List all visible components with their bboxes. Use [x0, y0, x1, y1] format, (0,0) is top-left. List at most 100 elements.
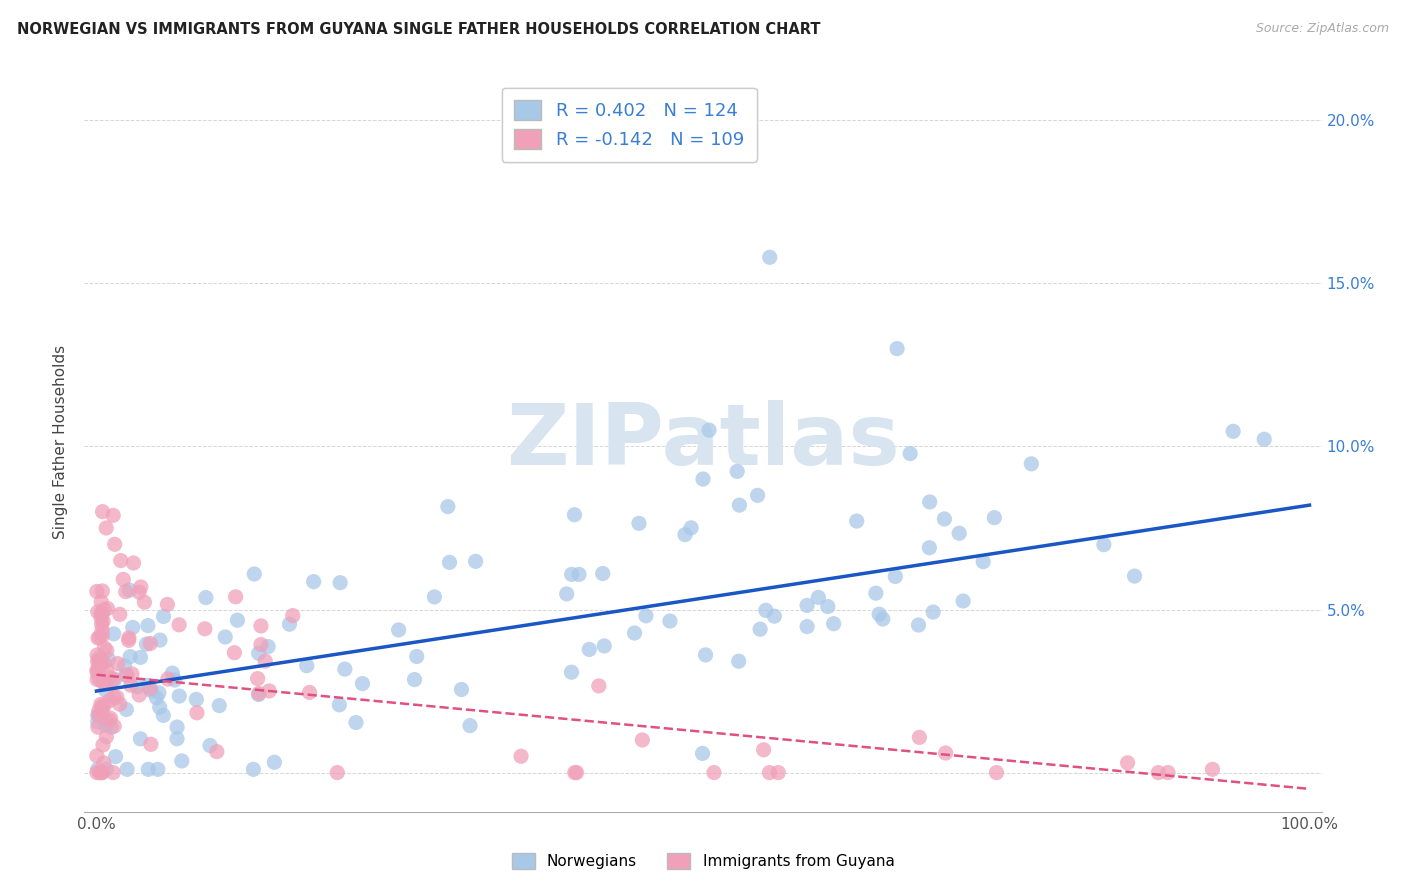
Point	[107, 657, 129, 671]
Point	[278, 617, 301, 632]
Point	[91, 583, 114, 598]
Point	[560, 665, 582, 680]
Point	[250, 638, 273, 652]
Point	[115, 668, 138, 682]
Point	[97, 715, 120, 730]
Point	[91, 705, 114, 719]
Point	[225, 590, 247, 604]
Text: ZIPatlas: ZIPatlas	[506, 400, 900, 483]
Point	[568, 567, 591, 582]
Point	[796, 619, 818, 633]
Point	[93, 603, 115, 617]
Point	[186, 692, 208, 706]
Point	[728, 498, 751, 512]
Point	[108, 607, 131, 622]
Point	[768, 765, 790, 780]
Point	[86, 673, 108, 687]
Point	[194, 622, 217, 636]
Point	[115, 702, 138, 716]
Point	[110, 553, 132, 567]
Point	[1021, 457, 1043, 471]
Point	[115, 668, 138, 682]
Point	[86, 765, 108, 780]
Point	[91, 624, 114, 638]
Point	[254, 654, 277, 668]
Point	[93, 656, 115, 670]
Point	[87, 708, 110, 723]
Point	[145, 690, 167, 705]
Point	[94, 683, 117, 698]
Point	[90, 595, 112, 609]
Point	[186, 706, 208, 720]
Point	[104, 537, 127, 551]
Point	[727, 654, 749, 668]
Point	[128, 688, 150, 702]
Point	[149, 633, 172, 648]
Point	[439, 555, 461, 569]
Point	[90, 607, 112, 621]
Point	[89, 765, 111, 780]
Point	[96, 663, 118, 677]
Point	[302, 574, 325, 589]
Point	[170, 754, 193, 768]
Point	[89, 672, 111, 686]
Point	[86, 655, 108, 669]
Point	[96, 643, 118, 657]
Point	[167, 689, 190, 703]
Point	[935, 746, 957, 760]
Point	[555, 587, 578, 601]
Point	[101, 673, 124, 687]
Point	[242, 762, 264, 776]
Point	[103, 508, 125, 523]
Point	[87, 605, 110, 619]
Point	[87, 720, 110, 734]
Point	[118, 631, 141, 645]
Point	[247, 646, 270, 660]
Point	[121, 620, 143, 634]
Point	[162, 666, 184, 681]
Point	[91, 765, 114, 780]
Point	[450, 682, 472, 697]
Point	[117, 633, 139, 648]
Point	[749, 622, 772, 636]
Point	[703, 765, 725, 780]
Point	[344, 715, 367, 730]
Point	[139, 737, 162, 751]
Point	[96, 601, 118, 615]
Point	[120, 678, 142, 692]
Point	[96, 521, 118, 535]
Point	[167, 617, 190, 632]
Point	[166, 720, 188, 734]
Point	[89, 654, 111, 668]
Point	[104, 672, 127, 686]
Legend: R = 0.402   N = 124, R = -0.142   N = 109: R = 0.402 N = 124, R = -0.142 N = 109	[502, 87, 756, 161]
Point	[100, 711, 122, 725]
Point	[295, 658, 318, 673]
Point	[1123, 569, 1146, 583]
Point	[127, 680, 149, 694]
Point	[634, 608, 657, 623]
Point	[93, 698, 115, 713]
Point	[90, 606, 112, 620]
Point	[631, 733, 654, 747]
Point	[983, 510, 1005, 524]
Legend: Norwegians, Immigrants from Guyana: Norwegians, Immigrants from Guyana	[506, 847, 900, 875]
Point	[898, 446, 921, 460]
Point	[388, 623, 411, 637]
Point	[948, 526, 970, 541]
Point	[817, 599, 839, 614]
Point	[918, 541, 941, 555]
Point	[87, 708, 110, 723]
Point	[87, 704, 110, 718]
Point	[114, 659, 136, 673]
Point	[93, 640, 115, 655]
Point	[423, 590, 446, 604]
Point	[865, 586, 887, 600]
Point	[96, 730, 118, 744]
Point	[90, 655, 112, 669]
Point	[86, 748, 108, 763]
Point	[108, 697, 131, 711]
Point	[134, 595, 156, 609]
Y-axis label: Single Father Households: Single Father Households	[53, 344, 69, 539]
Point	[98, 693, 121, 707]
